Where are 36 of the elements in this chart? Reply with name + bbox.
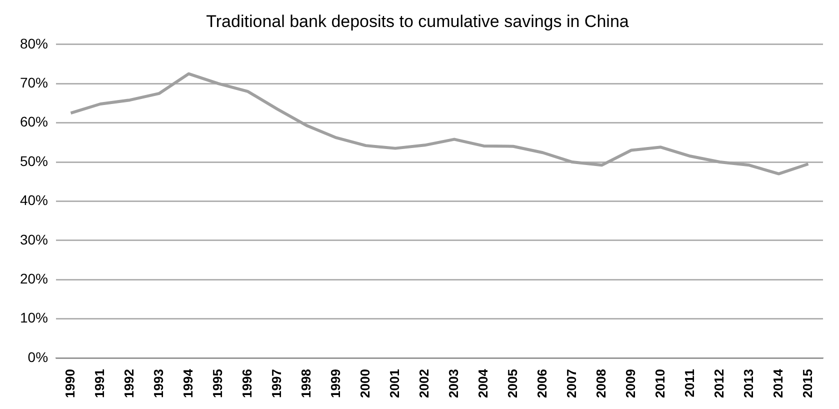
x-tick-label: 1997 [268, 369, 284, 398]
y-tick-label: 80% [20, 35, 48, 52]
x-tick-label: 2006 [534, 369, 550, 398]
x-tick-label: 1994 [180, 368, 196, 398]
x-tick-label: 1992 [121, 369, 136, 398]
x-tick-label: 2015 [800, 369, 815, 398]
y-tick-label: 70% [20, 74, 48, 90]
x-tick-label: 2007 [564, 369, 579, 398]
y-tick-label: 40% [20, 192, 48, 208]
x-tick-label: 2009 [622, 369, 638, 398]
x-tick-label: 2004 [475, 368, 490, 398]
x-tick-label: 2011 [682, 369, 697, 398]
x-tick-label: 2013 [740, 369, 756, 398]
x-tick-label: 1991 [92, 369, 107, 398]
y-tick-label: 50% [20, 152, 48, 169]
x-tick-label: 1993 [150, 369, 166, 398]
x-tick-label: 2001 [386, 369, 402, 398]
y-tick-label: 20% [20, 270, 48, 287]
x-tick-label: 2012 [711, 369, 726, 398]
x-tick-label: 2000 [357, 369, 372, 398]
x-tick-label: 2003 [446, 369, 461, 398]
x-tick-label: 2014 [770, 368, 786, 398]
x-tick-label: 2002 [416, 369, 432, 398]
x-tick-label: 1990 [62, 369, 78, 398]
x-tick-label: 1996 [239, 369, 254, 398]
y-tick-label: 60% [20, 114, 48, 130]
y-tick-label: 30% [20, 231, 48, 248]
y-tick-label: 0% [28, 348, 48, 365]
x-tick-label: 2005 [504, 369, 520, 398]
x-tick-label: 1999 [328, 369, 343, 398]
chart-title: Traditional bank deposits to cumulative savings in China [206, 12, 630, 31]
x-tick-label: 2008 [593, 369, 608, 398]
x-tick-label: 2010 [652, 369, 668, 398]
x-tick-label: 1995 [210, 369, 225, 398]
y-tick-label: 10% [20, 310, 48, 326]
x-tick-label: 1998 [298, 369, 314, 398]
